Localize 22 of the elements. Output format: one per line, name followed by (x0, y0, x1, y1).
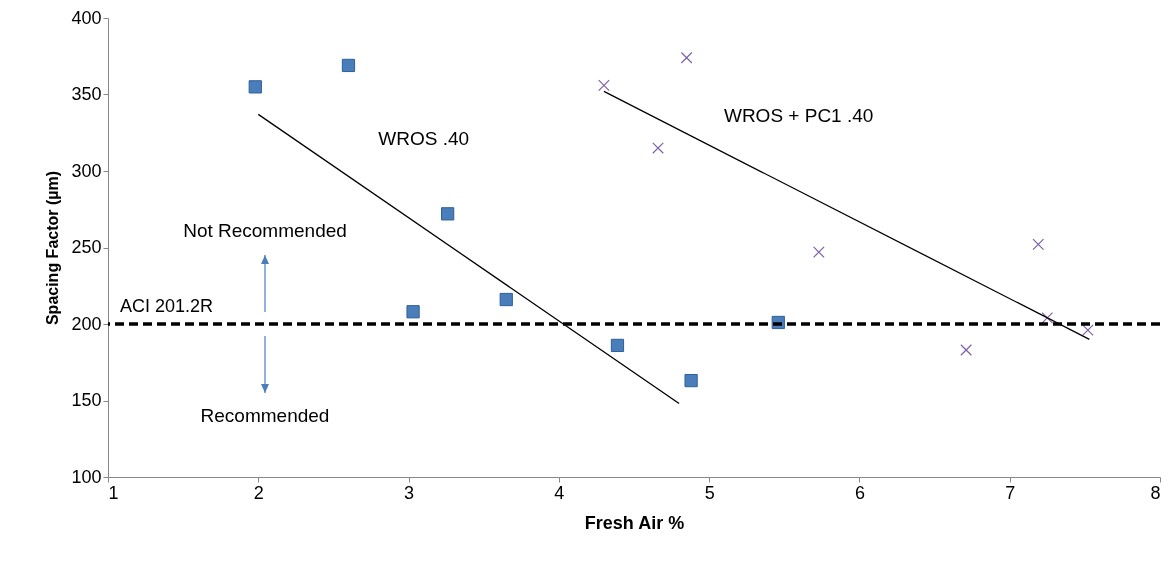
x-tick-label: 8 (1150, 482, 1161, 503)
y-tick-label: 250 (71, 237, 102, 257)
x-tick-label: 2 (253, 482, 264, 503)
y-tick-label: 200 (71, 313, 102, 334)
x-tick-label: 1 (108, 482, 119, 503)
y-tick-label: 100 (71, 466, 102, 487)
y-tick-label: 350 (71, 84, 102, 104)
y-tick-label: 300 (71, 160, 102, 181)
ref-line-label: ACI 201.2R (120, 296, 214, 316)
x-tick-label: 7 (1005, 482, 1016, 503)
y-tick-label: 150 (71, 390, 102, 410)
annotation: Recommended (200, 405, 330, 426)
x-tick-label: 3 (404, 482, 415, 503)
x-tick-label: 4 (554, 482, 565, 503)
series-label: WROS + PC1 .40 (723, 105, 874, 127)
annotation: Not Recommended (183, 220, 347, 241)
y-axis-title: Spacing Factor (µm) (44, 170, 62, 326)
y-tick-label: 400 (71, 7, 102, 28)
x-axis-title: Fresh Air % (584, 512, 685, 533)
x-tick-label: 6 (854, 482, 865, 503)
x-tick-label: 5 (704, 482, 715, 503)
text: WROS .40 (378, 128, 470, 150)
